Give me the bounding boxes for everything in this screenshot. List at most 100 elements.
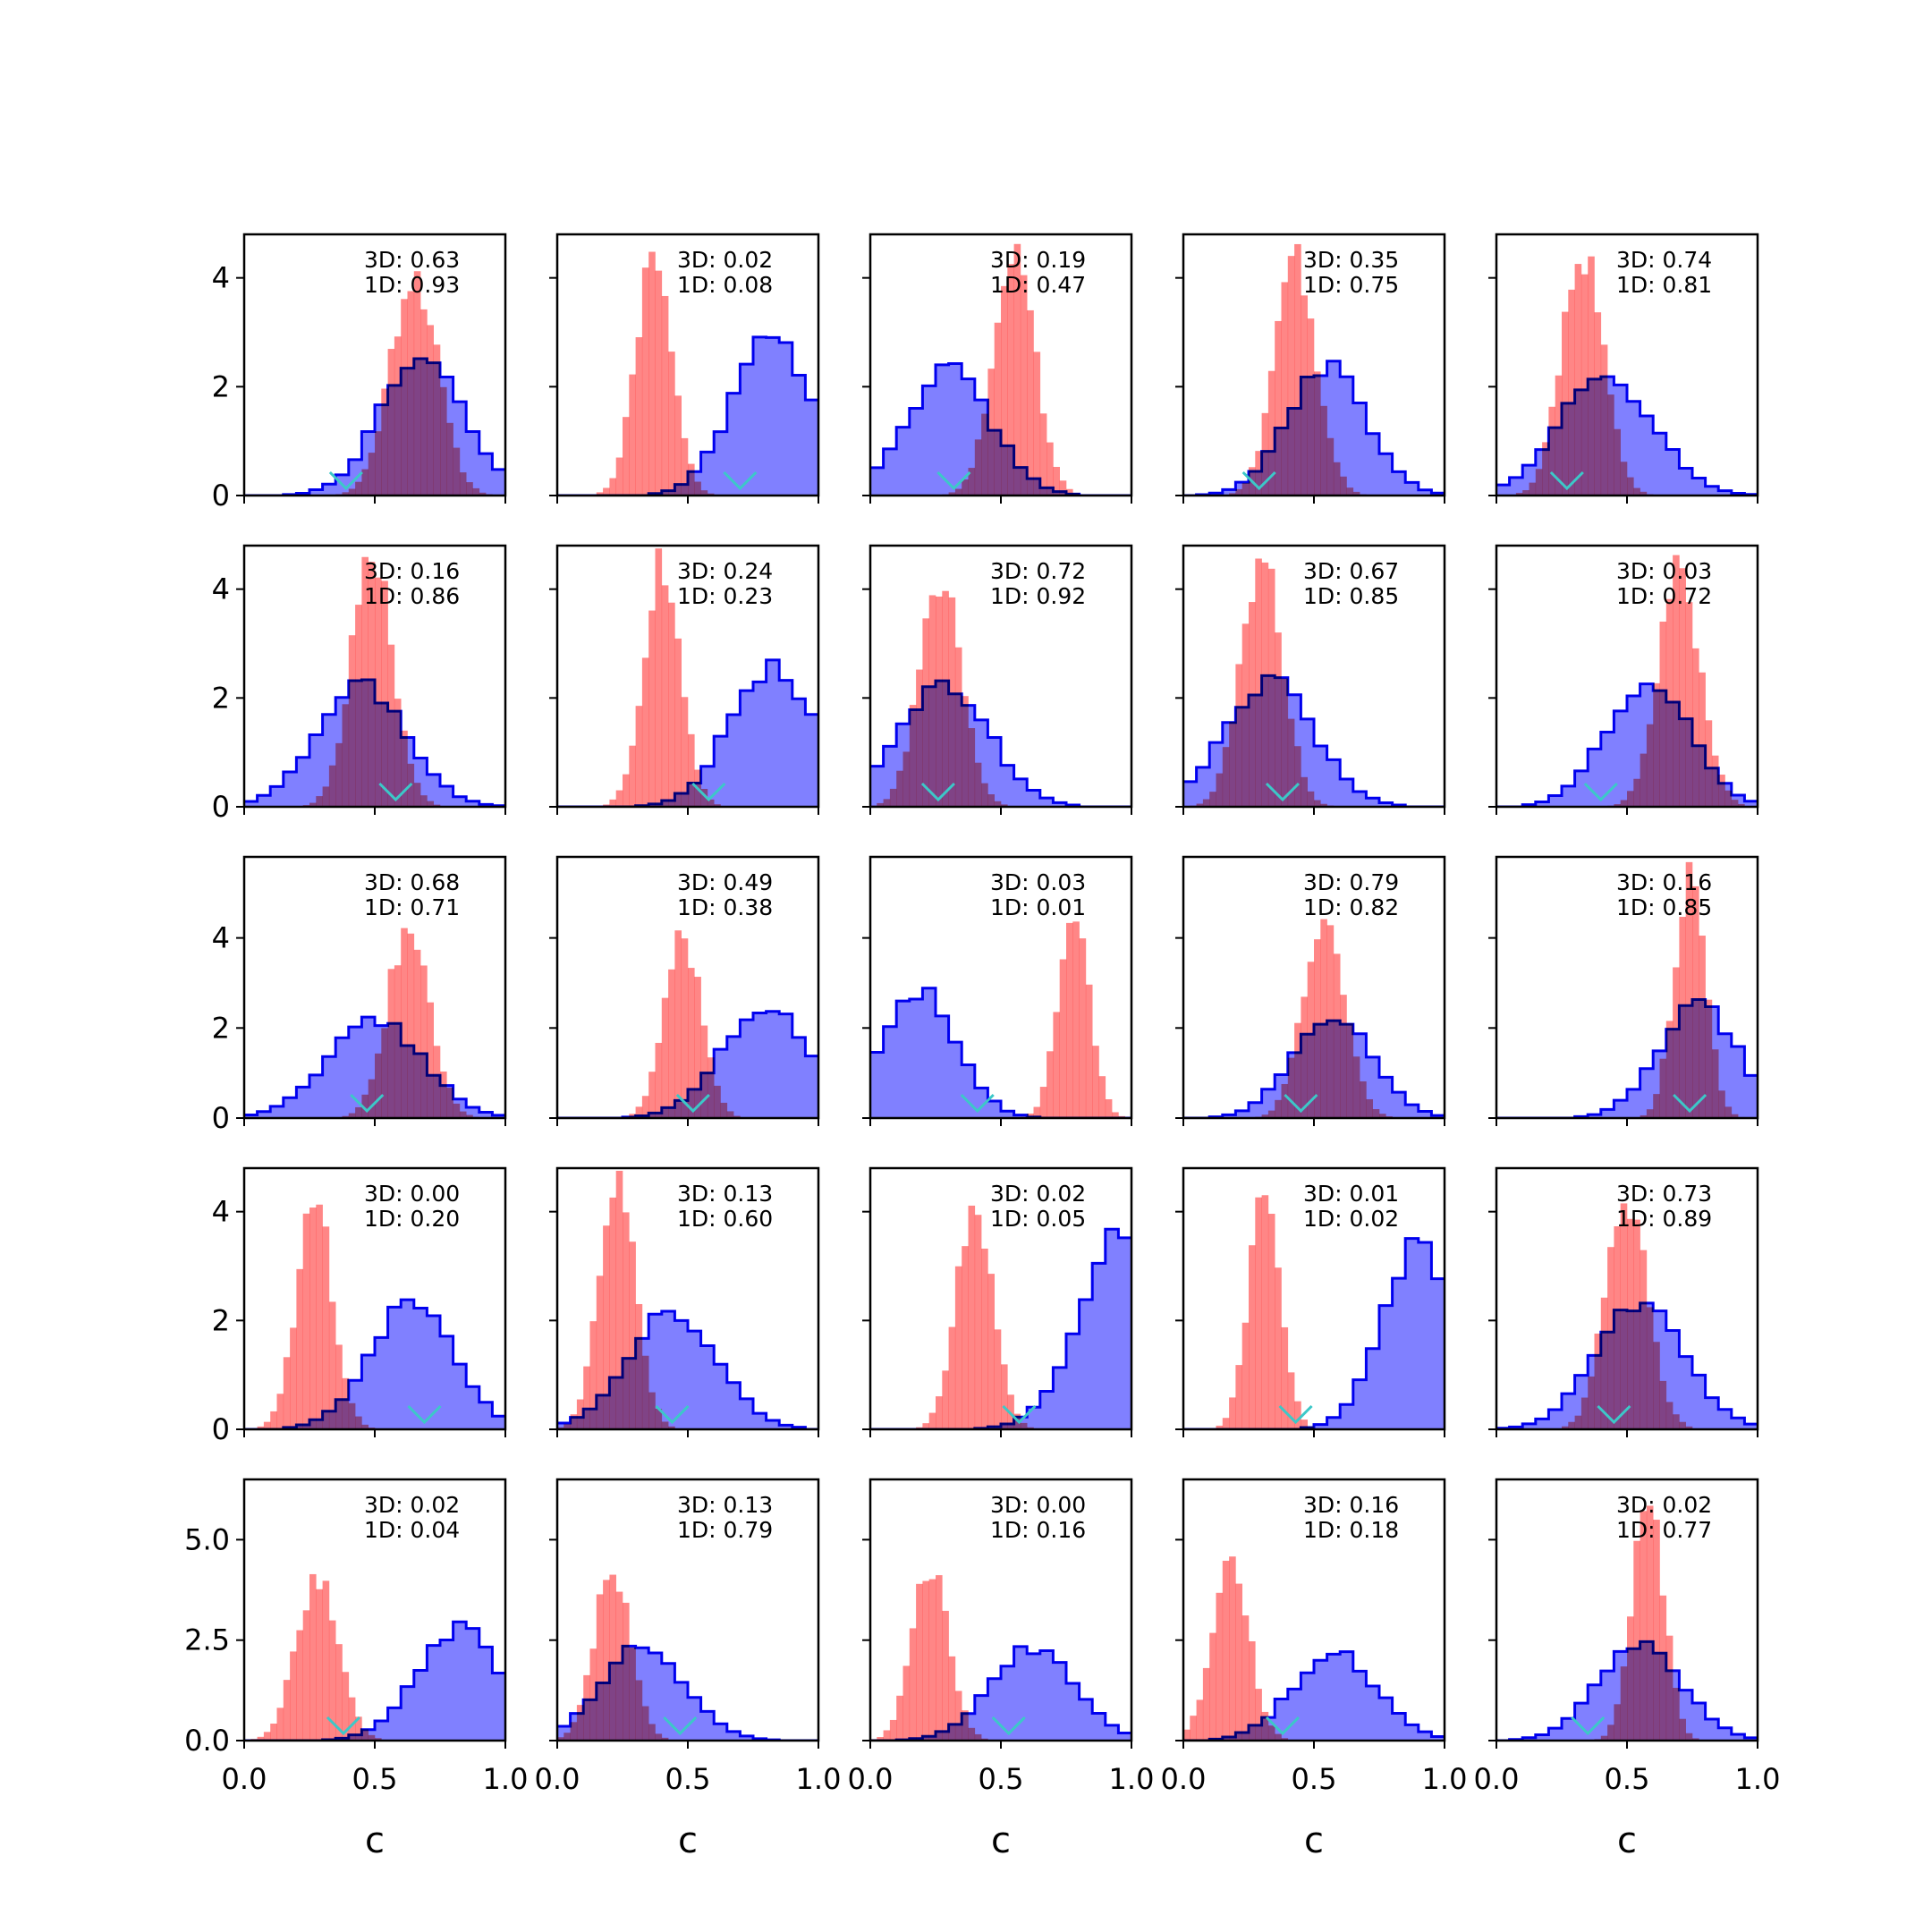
hist-1d-bar	[361, 1424, 369, 1429]
plot-area	[1183, 919, 1445, 1118]
hist-1d-bar	[1548, 406, 1555, 496]
hist-1d-bar	[655, 1733, 663, 1741]
hist-1d-bar	[994, 1329, 1002, 1429]
hist-1d-bar	[694, 481, 701, 496]
hist-1d-bar	[1346, 487, 1354, 496]
hist-1d-bar	[1241, 1615, 1250, 1741]
hist-1d-bar	[420, 795, 428, 807]
y-tick-label: 0	[212, 1412, 230, 1446]
hist-1d-bar	[1020, 275, 1028, 496]
hist-1d-bar	[1673, 1688, 1680, 1741]
hist-1d-bar	[1275, 1733, 1282, 1741]
x-tick-label: 0.5	[1605, 1762, 1650, 1796]
hist-1d-bar	[296, 1268, 303, 1429]
hist-1d-bar	[981, 413, 988, 496]
hist-1d-bar	[1229, 493, 1236, 496]
label-3d: 3D: 0.01	[1303, 1181, 1399, 1207]
hist-1d-bar	[1360, 1080, 1367, 1118]
truth-marker	[991, 1716, 1026, 1736]
truth-marker	[663, 1716, 698, 1736]
hist-1d-bar	[648, 1072, 656, 1118]
label-1d: 1D: 0.71	[364, 894, 460, 920]
x-axis-label: c	[678, 1820, 698, 1861]
hist-1d-bar	[427, 325, 434, 496]
hist-1d-bar	[968, 468, 976, 496]
hist-1d-bar	[1001, 285, 1008, 496]
hist-1d-bar	[1352, 491, 1360, 496]
hist-1d-bar	[1627, 477, 1634, 496]
hist-1d-bar	[583, 1674, 590, 1741]
hist-1d-bar	[302, 1610, 310, 1741]
hist-1d-bar	[1522, 490, 1530, 496]
label-3d: 3D: 0.16	[1616, 869, 1712, 895]
hist-1d-bar	[472, 487, 480, 496]
hist-1d-bar	[641, 657, 649, 807]
hist-1d-bar	[1673, 1414, 1680, 1429]
hist-1d-bar	[570, 1722, 578, 1741]
hist-1d-bar	[1659, 1595, 1667, 1741]
hist-1d-bar	[1222, 1418, 1230, 1429]
hist-3d-outline	[870, 1227, 1131, 1429]
hist-1d-bar	[883, 1730, 891, 1741]
label-1d: 1D: 0.18	[1303, 1517, 1399, 1543]
hist-1d-bar	[1281, 282, 1289, 496]
hist-1d-bar	[263, 1732, 271, 1741]
hist-1d-bar	[694, 977, 701, 1118]
hist-1d-bar	[1600, 1297, 1608, 1429]
hist-1d-bar	[1196, 803, 1204, 807]
hist-1d-bar	[263, 1421, 271, 1429]
hist-3d-outline	[557, 658, 818, 807]
hist-1d-bar	[1372, 1109, 1380, 1118]
hist-1d-bar	[1229, 721, 1236, 807]
hist-1d-bar	[981, 1248, 988, 1429]
hist-1d-bar	[936, 596, 943, 807]
hist-1d-bar	[1072, 492, 1080, 496]
plot-area	[557, 930, 818, 1118]
hist-1d-bar	[335, 1644, 343, 1741]
hist-1d-bar	[1027, 1113, 1034, 1118]
label-1d: 1D: 0.02	[1303, 1206, 1399, 1232]
hist-1d-bar	[974, 762, 982, 807]
plot-area	[1183, 1195, 1445, 1429]
y-tick-label: 4	[212, 261, 230, 295]
hist-1d-bar	[342, 704, 350, 807]
hist-1d-bar	[1307, 962, 1315, 1118]
hist-1d-bar	[948, 1326, 956, 1429]
hist-1d-bar	[342, 1672, 350, 1741]
hist-3d-fill	[870, 1229, 1131, 1429]
hist-1d-bar	[1001, 1364, 1008, 1429]
hist-1d-bar	[948, 492, 956, 496]
truth-marker	[1002, 1404, 1037, 1425]
y-tick-label: 0	[212, 790, 230, 824]
plot-area	[1183, 1556, 1445, 1741]
y-tick-label: 0	[212, 1101, 230, 1135]
label-3d: 3D: 0.02	[990, 1181, 1086, 1207]
truth-marker	[920, 782, 955, 802]
hist-1d-bar	[1039, 413, 1047, 496]
hist-1d-bar	[1112, 1112, 1119, 1118]
hist-1d-bar	[1705, 720, 1713, 807]
hist-1d-bar	[1209, 1632, 1216, 1741]
hist-1d-bar	[1053, 1012, 1060, 1118]
hist-3d-outline	[1183, 1237, 1445, 1429]
hist-1d-bar	[714, 804, 721, 807]
hist-1d-bar	[381, 580, 388, 807]
hist-1d-bar	[401, 299, 408, 496]
hist-1d-bar	[328, 765, 336, 807]
truth-marker	[1673, 1093, 1707, 1114]
label-1d: 1D: 0.85	[1303, 583, 1399, 609]
hist-1d-bar	[700, 1025, 708, 1118]
x-axis-label: c	[1617, 1820, 1637, 1861]
hist-1d-bar	[368, 562, 376, 807]
hist-1d-bar	[883, 799, 891, 807]
plot-area	[1183, 243, 1445, 496]
hist-1d-bar	[902, 1665, 911, 1741]
hist-1d-bar	[1216, 1425, 1224, 1429]
hist-1d-bar	[1301, 996, 1308, 1118]
label-1d: 1D: 0.08	[677, 272, 773, 298]
